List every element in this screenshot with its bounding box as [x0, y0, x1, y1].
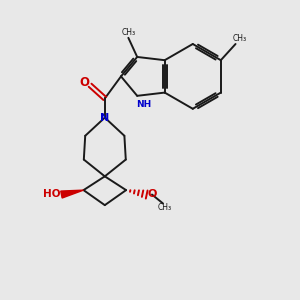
Text: NH: NH [136, 100, 151, 109]
Text: CH₃: CH₃ [157, 203, 171, 212]
Text: O: O [80, 76, 90, 89]
Text: CH₃: CH₃ [121, 28, 135, 37]
Text: CH₃: CH₃ [233, 34, 247, 43]
Text: HO: HO [43, 189, 61, 199]
Text: N: N [100, 113, 110, 123]
Polygon shape [61, 190, 83, 198]
Text: O: O [147, 189, 157, 199]
